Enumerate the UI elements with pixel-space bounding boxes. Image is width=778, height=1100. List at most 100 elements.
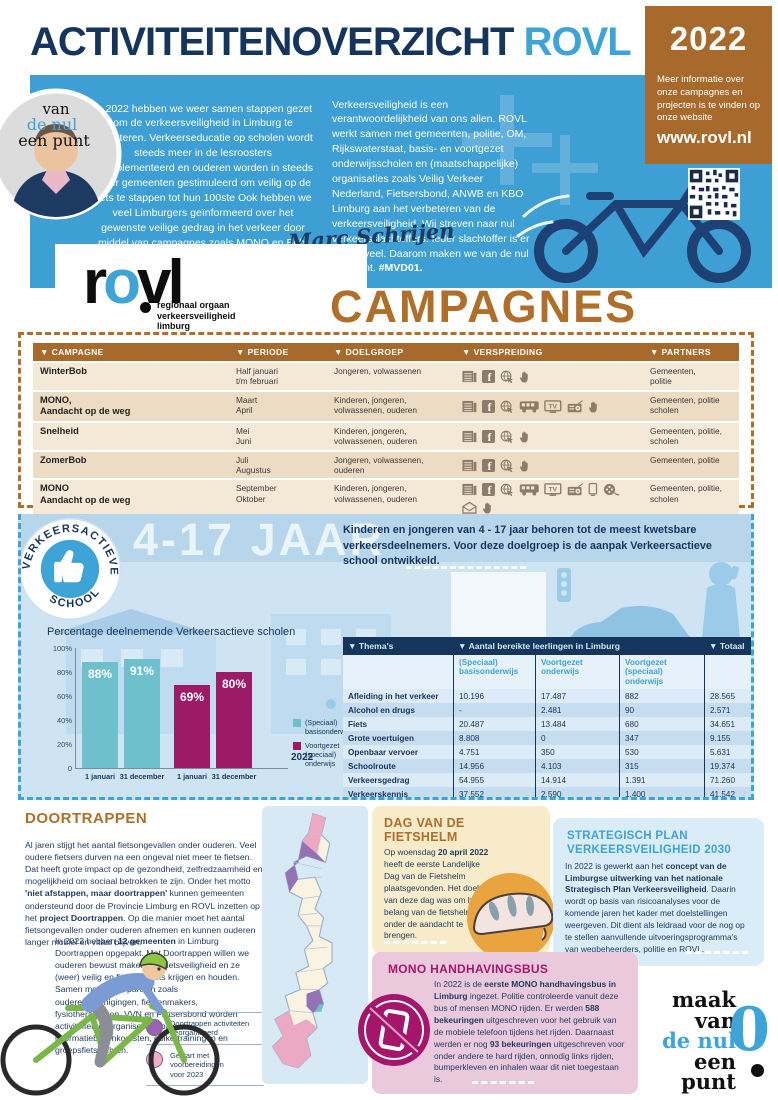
thema-row: Fiets 20.487 13.484 680 34.651 — [343, 717, 751, 732]
cross-decoration — [462, 133, 552, 147]
logo-text: maak van de nul een punt — [662, 987, 736, 1095]
svg-text:de nul: de nul — [27, 115, 78, 134]
hand-icon — [519, 459, 530, 472]
chart-bar: 88% — [82, 662, 118, 768]
verspreiding-icons: f — [455, 423, 643, 450]
x-axis-label: 31 december — [211, 772, 257, 781]
campagnes-table-header: ▼ CAMPAGNE ▼ PERIODE ▼ DOELGROEP ▼ VERSP… — [33, 343, 739, 361]
y-axis-label: 40% — [56, 716, 72, 725]
verspreiding-icons: f TV — [455, 480, 643, 517]
newspaper-icon — [462, 430, 477, 443]
section-4-17-band — [21, 514, 751, 562]
svg-text:f: f — [487, 432, 491, 443]
radio-icon — [567, 483, 583, 496]
facebook-icon: f — [481, 483, 495, 497]
y-axis-label: 20% — [56, 740, 72, 749]
campagnes-heading: CAMPAGNES — [330, 281, 638, 332]
newspaper-icon — [462, 370, 477, 383]
newspaper-icon — [462, 400, 477, 413]
svg-text:f: f — [487, 402, 491, 413]
mono-text: In 2022 is de eerste MONO handhavingsbus… — [434, 979, 625, 1085]
facebook-icon: f — [481, 399, 495, 413]
helmet-illustration — [467, 873, 555, 961]
strategisch-plan-text: In 2022 is gewerkt aan het concept van d… — [565, 860, 745, 955]
strategisch-plan-panel: STRATEGISCH PLAN VERKEERSVEILIGHEID 2030… — [553, 818, 764, 966]
bar-value-label: 91% — [129, 663, 155, 678]
intro-paragraph-right: Verkeersveiligheid is een verantwoordeli… — [332, 98, 530, 275]
film-icon — [603, 483, 620, 496]
thema-row: Verkeerskennis 37.552 2.590 1.400 41.542 — [343, 787, 751, 797]
doortrappen-heading: DOORTRAPPEN — [25, 810, 148, 827]
spokesperson-photo: van de nul een punt — [0, 88, 122, 220]
no-phone-icon — [358, 994, 430, 1066]
thema-row: Openbaar vervoer 4.751 350 530 5.631 — [343, 745, 751, 760]
hand-icon — [482, 501, 493, 514]
info-box-text: Meer informatie over onze campagnes en p… — [657, 74, 760, 124]
newspaper-icon — [462, 459, 477, 472]
limburg-map-panel — [262, 806, 368, 1084]
legend-swatch — [293, 742, 301, 750]
section-4-17-title: 4-17 JAAR — [133, 514, 386, 565]
poster-icon — [588, 483, 598, 497]
thema-row: Schoolroute 14.956 4.103 315 19.374 — [343, 759, 751, 774]
fietshelm-heading: DAG VAN DE FIETSHELM — [384, 816, 465, 844]
svg-text:een punt: een punt — [18, 131, 90, 150]
chart-year-label: 2022 — [291, 752, 314, 763]
cinema-icon — [462, 501, 477, 515]
radio-icon — [567, 400, 583, 413]
tv-icon: TV — [544, 400, 562, 413]
bicycle-illustration — [516, 178, 751, 283]
phone-user-silhouette — [701, 562, 741, 648]
bar-value-label: 69% — [179, 690, 205, 705]
website-link[interactable]: www.rovl.nl — [657, 128, 752, 148]
svg-text:TV: TV — [549, 403, 558, 410]
hand-icon — [519, 370, 530, 383]
page-title: ACTIVITEITENOVERZICHT ROVL — [30, 20, 632, 65]
website-icon — [500, 459, 514, 472]
section-4-17-intro: Kinderen en jongeren van 4 - 17 jaar beh… — [343, 524, 712, 568]
thema-row: Alcohol en drugs -2.481 90 2.571 — [343, 703, 751, 718]
fietshelm-panel: DAG VAN DE FIETSHELM Op woensdag 20 apri… — [372, 806, 555, 961]
website-icon — [500, 430, 514, 443]
y-axis-label: 0 — [67, 764, 72, 773]
tv-icon: TV — [544, 483, 562, 497]
chart-bar: 80% — [216, 672, 252, 768]
chart-legend: (Speciaal) basisonderwijs Voortgezet (sp… — [293, 718, 352, 773]
facebook-icon: f — [481, 429, 495, 443]
x-axis-label: 1 januari — [84, 772, 115, 781]
thema-table: ▼ Thema's ▼ Aantal bereikte leerlingen i… — [343, 637, 751, 797]
thumbs-up-icon — [54, 550, 84, 583]
dash-decoration — [384, 941, 446, 944]
svg-text:f: f — [487, 372, 491, 383]
mono-heading: MONO HANDHAVINGSBUS — [388, 962, 549, 976]
chart-plot-area: 100% 80% 60% 40% 20% 0 88% 1 januari 91% 31 decem… — [53, 644, 288, 781]
info-box: 2022 Meer informatie over onze campagnes… — [645, 6, 772, 164]
chart-title: Percentage deelnemende Verkeersactieve s… — [47, 626, 296, 638]
title-accent: ROVL — [523, 20, 632, 64]
chart-bar: 91% — [124, 658, 160, 768]
x-axis-label: 31 december — [119, 772, 165, 781]
y-axis-label: 80% — [56, 668, 72, 677]
verkeersactieve-school-badge: VERKEERSACTIEVE SCHOOL — [21, 517, 122, 621]
facebook-icon: f — [481, 458, 495, 472]
newspaper-icon — [462, 483, 477, 496]
campagnes-section: ▼ CAMPAGNE ▼ PERIODE ▼ DOELGROEP ▼ VERSP… — [18, 332, 754, 557]
website-icon — [500, 483, 514, 497]
intro-paragraph-left: In 2022 hebben we weer samen stappen gez… — [92, 102, 314, 249]
cross-decoration — [532, 163, 598, 173]
title-main: ACTIVITEITENOVERZICHT — [30, 20, 514, 64]
dash-decoration — [686, 951, 748, 954]
campagne-row: MONO, Aandacht op de weg Maart April Kinde… — [33, 389, 739, 421]
thema-table-header: ▼ Thema's ▼ Aantal bereikte leerlingen i… — [343, 637, 751, 655]
svg-text:f: f — [487, 461, 491, 472]
thema-table-subheader: (Speciaal) basisonderwijs Voortgezet ond… — [343, 655, 751, 690]
y-axis-label: 100% — [52, 644, 72, 653]
verspreiding-icons: f TV — [455, 392, 643, 421]
facebook-icon: f — [481, 369, 495, 383]
campagne-row: ZomerBob Juli Augustus Jongeren, volwassen… — [33, 449, 739, 479]
maak-van-de-nul-een-punt-logo: maak van de nul een punt 0 — [638, 986, 772, 1096]
svg-text:TV: TV — [549, 487, 558, 494]
limburg-map — [271, 812, 333, 1069]
strategisch-plan-heading: STRATEGISCH PLAN VERKEERSVEILIGHEID 2030 — [567, 830, 732, 856]
